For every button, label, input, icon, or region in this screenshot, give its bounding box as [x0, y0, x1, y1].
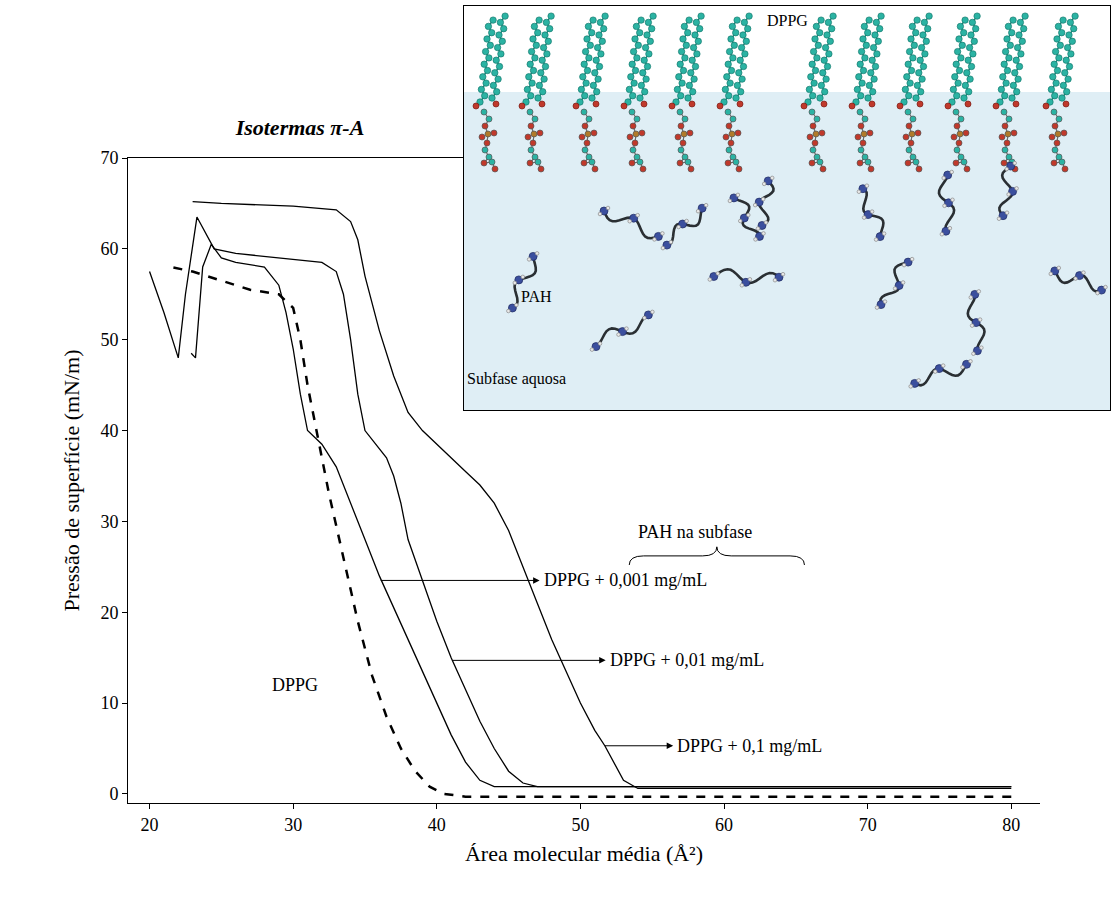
svg-text:DPPG + 0,01 mg/mL: DPPG + 0,01 mg/mL	[610, 650, 764, 670]
svg-text:DPPG: DPPG	[272, 675, 318, 695]
svg-text:80: 80	[1002, 815, 1020, 835]
svg-text:DPPG + 0,1 mg/mL: DPPG + 0,1 mg/mL	[677, 736, 822, 756]
svg-text:60: 60	[715, 815, 733, 835]
svg-text:70: 70	[100, 148, 118, 168]
svg-text:DPPG + 0,001 mg/mL: DPPG + 0,001 mg/mL	[544, 570, 707, 590]
svg-text:50: 50	[100, 330, 118, 350]
svg-text:Pressão de superfície (mN/m): Pressão de superfície (mN/m)	[59, 349, 84, 611]
svg-text:PAH na subfase: PAH na subfase	[638, 522, 752, 542]
svg-text:Área molecular média (Å²): Área molecular média (Å²)	[465, 841, 703, 866]
svg-text:Subfase aquosa: Subfase aquosa	[467, 370, 566, 388]
svg-text:20: 20	[141, 815, 159, 835]
svg-text:0: 0	[109, 784, 118, 804]
svg-text:DPPG: DPPG	[767, 12, 808, 29]
svg-text:50: 50	[571, 815, 589, 835]
svg-text:40: 40	[100, 421, 118, 441]
svg-text:PAH: PAH	[521, 288, 552, 305]
svg-text:40: 40	[428, 815, 446, 835]
svg-text:30: 30	[100, 512, 118, 532]
svg-text:10: 10	[100, 693, 118, 713]
svg-text:60: 60	[100, 239, 118, 259]
svg-text:30: 30	[284, 815, 302, 835]
svg-text:70: 70	[859, 815, 877, 835]
svg-text:20: 20	[100, 603, 118, 623]
svg-text:Isotermas π-A: Isotermas π-A	[235, 115, 365, 140]
